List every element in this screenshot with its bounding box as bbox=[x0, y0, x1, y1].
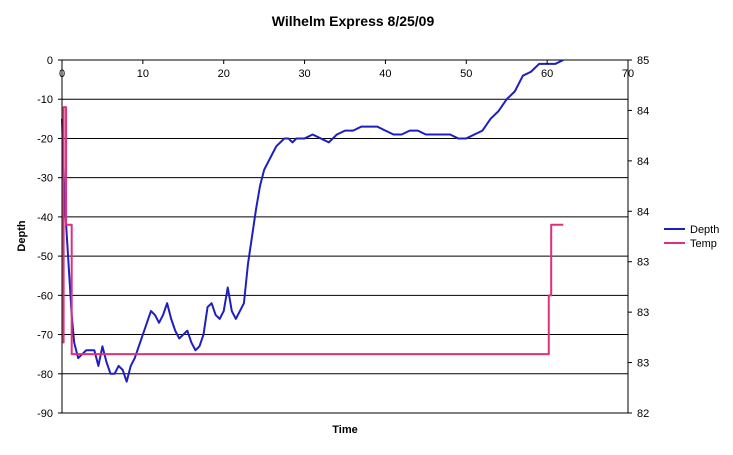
y-tick-label: -20 bbox=[37, 133, 53, 145]
x-tick-label: 40 bbox=[379, 68, 391, 80]
y2-tick-label: 83 bbox=[637, 257, 649, 269]
x-tick-label: 10 bbox=[137, 68, 149, 80]
x-tick-label: 30 bbox=[298, 68, 310, 80]
x-tick-label: 50 bbox=[460, 68, 472, 80]
series-line-depth bbox=[61, 59, 564, 383]
x-tick-label: 60 bbox=[541, 68, 553, 80]
y-tick-label: -30 bbox=[37, 173, 53, 185]
tick-labels: 0 10 20 30 40 50 60 70 0 -10 -20 -30 -40 -50 -60 -70 -80… bbox=[37, 55, 649, 420]
y2-tick-label: 85 bbox=[637, 55, 649, 67]
axes bbox=[58, 59, 632, 414]
legend-label-depth: Depth bbox=[690, 224, 719, 236]
x-tick-label: 70 bbox=[622, 68, 634, 80]
y2-tick-label: 84 bbox=[637, 156, 649, 168]
legend: Depth Temp bbox=[664, 224, 719, 250]
x-tick-label: 0 bbox=[59, 68, 65, 80]
y2-tick-label: 84 bbox=[637, 206, 649, 218]
y-tick-label: -70 bbox=[37, 330, 53, 342]
y-tick-label: 0 bbox=[47, 55, 53, 67]
y-tick-label: -50 bbox=[37, 251, 53, 263]
y2-tick-label: 83 bbox=[637, 307, 649, 319]
series-line-temp bbox=[62, 106, 564, 356]
y2-tick-label: 83 bbox=[637, 358, 649, 370]
series-layer bbox=[61, 59, 564, 383]
x-tick-label: 20 bbox=[218, 68, 230, 80]
grid bbox=[62, 59, 628, 414]
chart-title: Wilhelm Express 8/25/09 bbox=[272, 13, 435, 29]
y-tick-label: -60 bbox=[37, 290, 53, 302]
y-tick-label: -40 bbox=[37, 212, 53, 224]
y-tick-label: -80 bbox=[37, 369, 53, 381]
legend-label-temp: Temp bbox=[690, 238, 717, 250]
y-tick-label: -90 bbox=[37, 408, 53, 420]
y2-tick-label: 82 bbox=[637, 408, 649, 420]
y-tick-label: -10 bbox=[37, 94, 53, 106]
y2-tick-label: 84 bbox=[637, 105, 649, 117]
y-axis-title: Depth bbox=[16, 220, 28, 251]
x-axis-title: Time bbox=[332, 424, 357, 436]
